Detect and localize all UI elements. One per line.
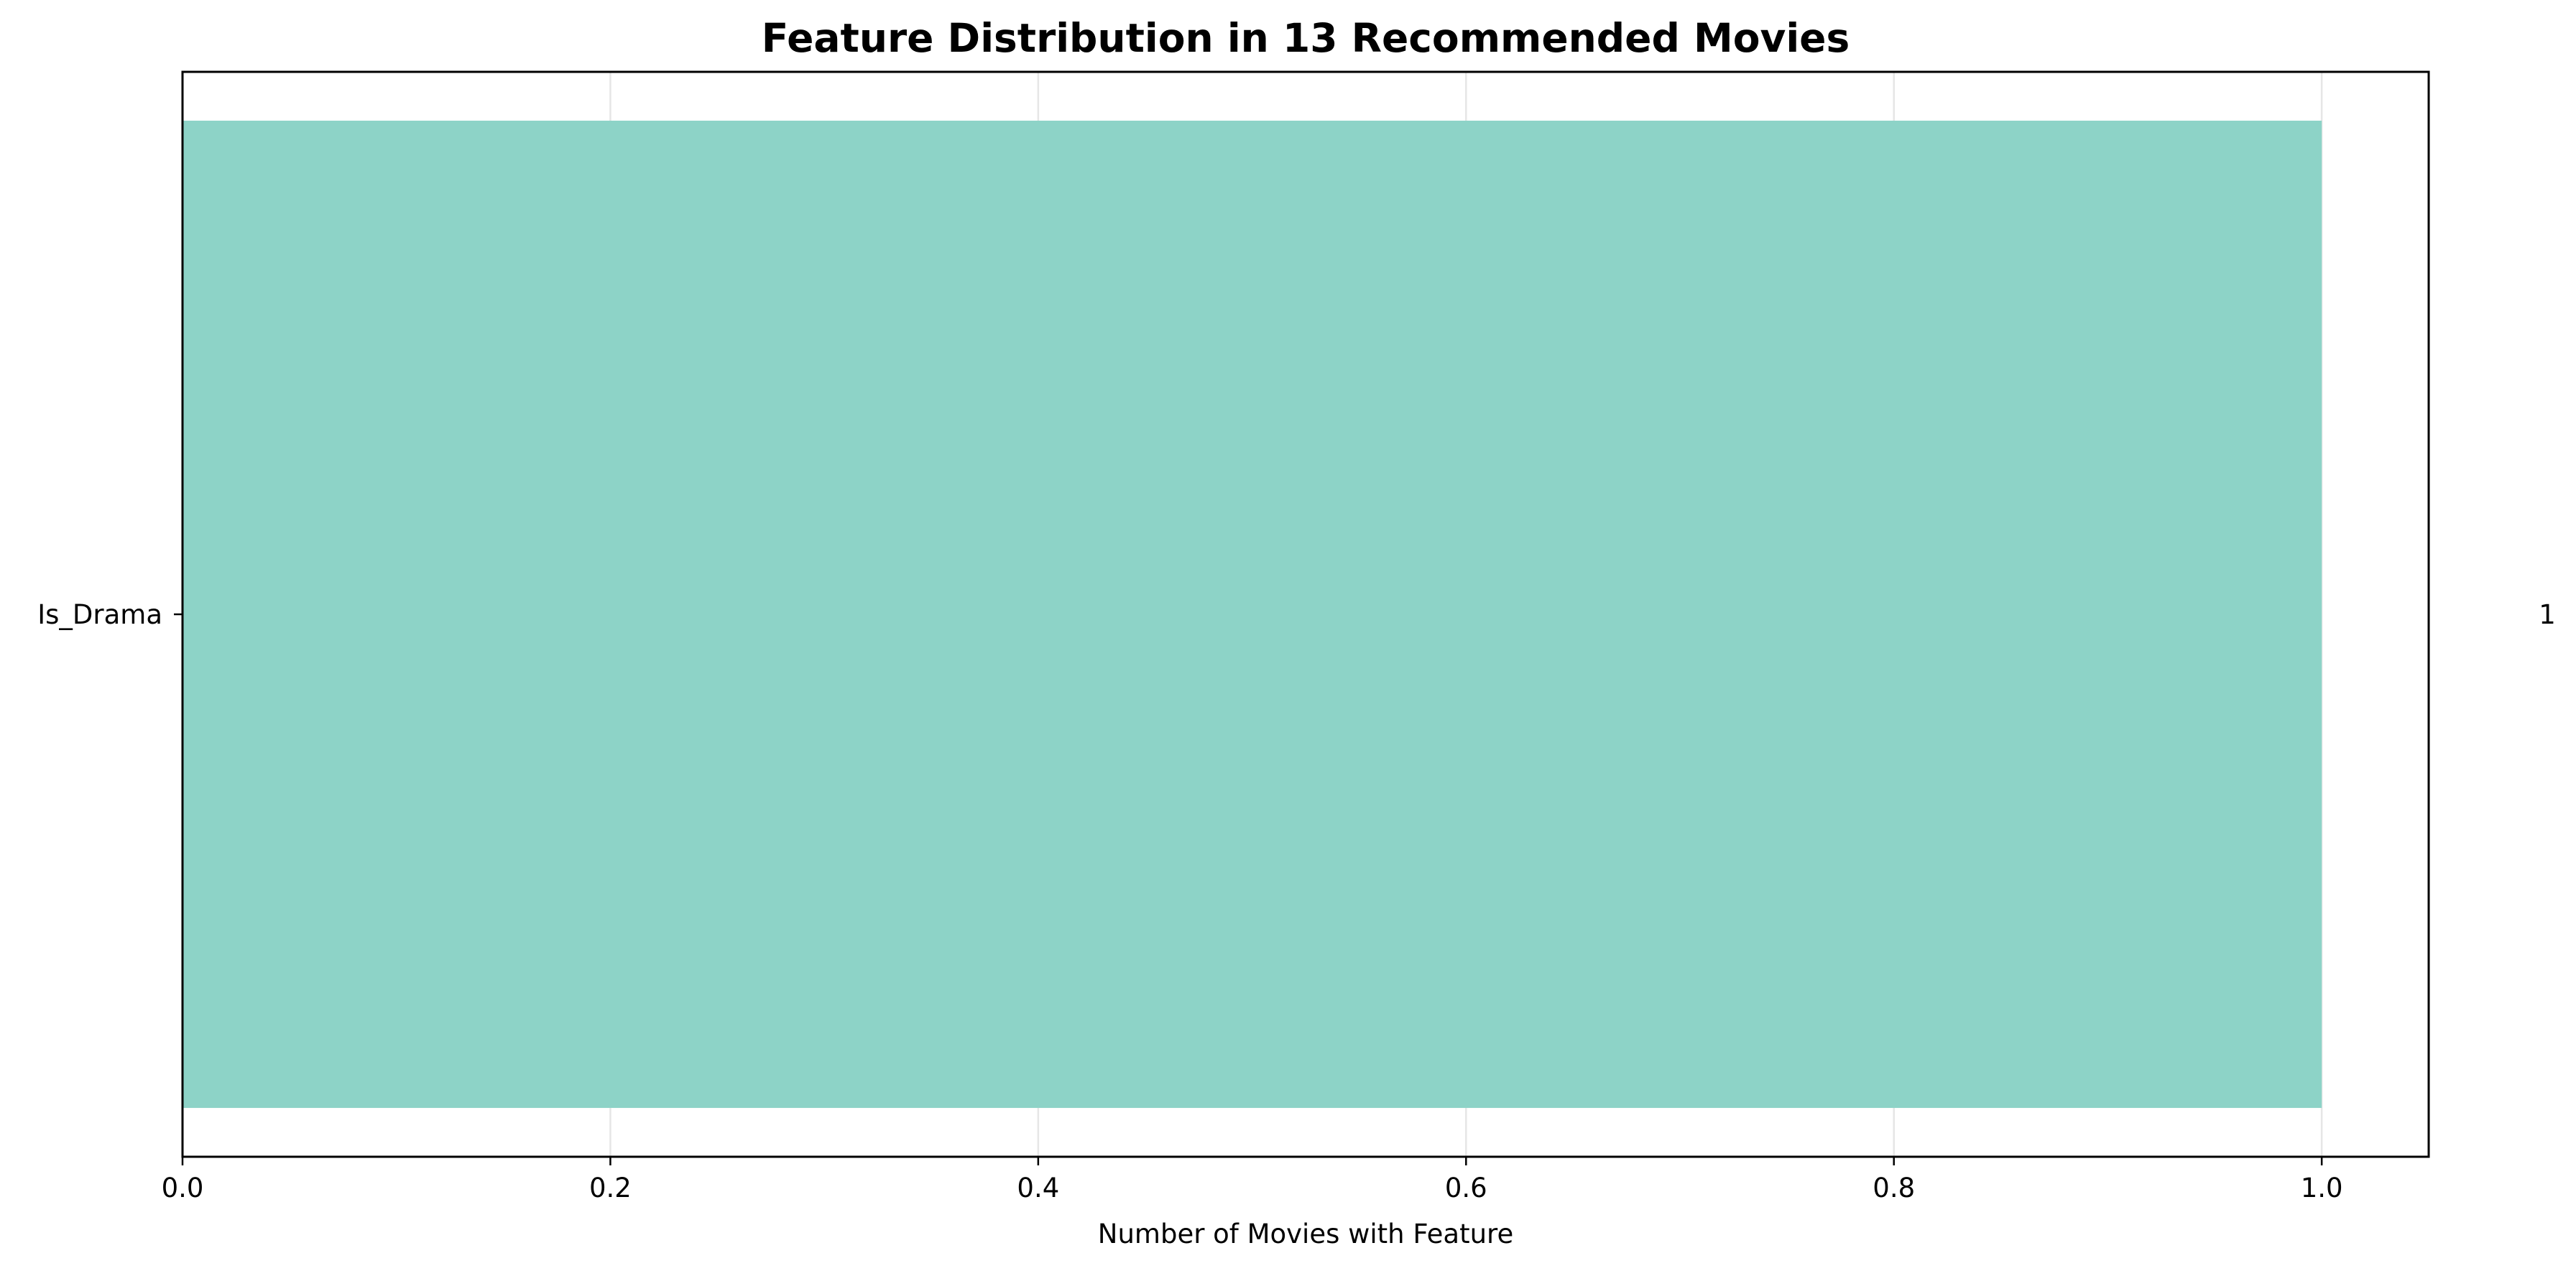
x-axis-label: Number of Movies with Feature (1098, 1219, 1513, 1249)
value-labels: 1 (2539, 599, 2556, 630)
bar-value-label: 1 (2539, 599, 2556, 630)
x-tick-label: 0.8 (1873, 1173, 1915, 1203)
chart-title: Feature Distribution in 13 Recommended M… (762, 15, 1850, 61)
bars (183, 120, 2322, 1109)
x-tick-label: 0.4 (1017, 1173, 1059, 1203)
bar (183, 120, 2322, 1109)
x-tick-label: 0.2 (589, 1173, 632, 1203)
x-axis-ticks: 0.0 0.2 0.4 0.6 0.8 1.0 (162, 1157, 2343, 1203)
y-axis-ticks: Is_Drama (37, 599, 183, 630)
x-tick-label: 0.6 (1445, 1173, 1487, 1203)
x-tick-label: 0.0 (162, 1173, 204, 1203)
y-tick-label: Is_Drama (37, 599, 162, 630)
x-tick-label: 1.0 (2301, 1173, 2343, 1203)
